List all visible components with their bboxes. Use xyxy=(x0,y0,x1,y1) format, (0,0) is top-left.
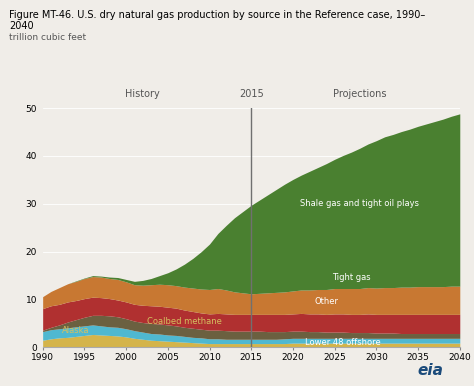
Text: Lower 48 offshore: Lower 48 offshore xyxy=(305,338,381,347)
Text: Tight gas: Tight gas xyxy=(332,274,371,283)
Text: trillion cubic feet: trillion cubic feet xyxy=(9,33,87,42)
Text: Figure MT-46. U.S. dry natural gas production by source in the Reference case, 1: Figure MT-46. U.S. dry natural gas produ… xyxy=(9,10,426,20)
Text: Other: Other xyxy=(314,298,338,306)
Text: History: History xyxy=(126,88,160,98)
Text: Shale gas and tight oil plays: Shale gas and tight oil plays xyxy=(300,199,419,208)
Text: Projections: Projections xyxy=(333,88,386,98)
Text: 2040: 2040 xyxy=(9,21,34,31)
Text: Coalbed methane: Coalbed methane xyxy=(147,317,222,325)
Text: eia: eia xyxy=(417,363,443,378)
Text: Alaska: Alaska xyxy=(62,326,90,335)
Text: 2015: 2015 xyxy=(239,88,264,98)
